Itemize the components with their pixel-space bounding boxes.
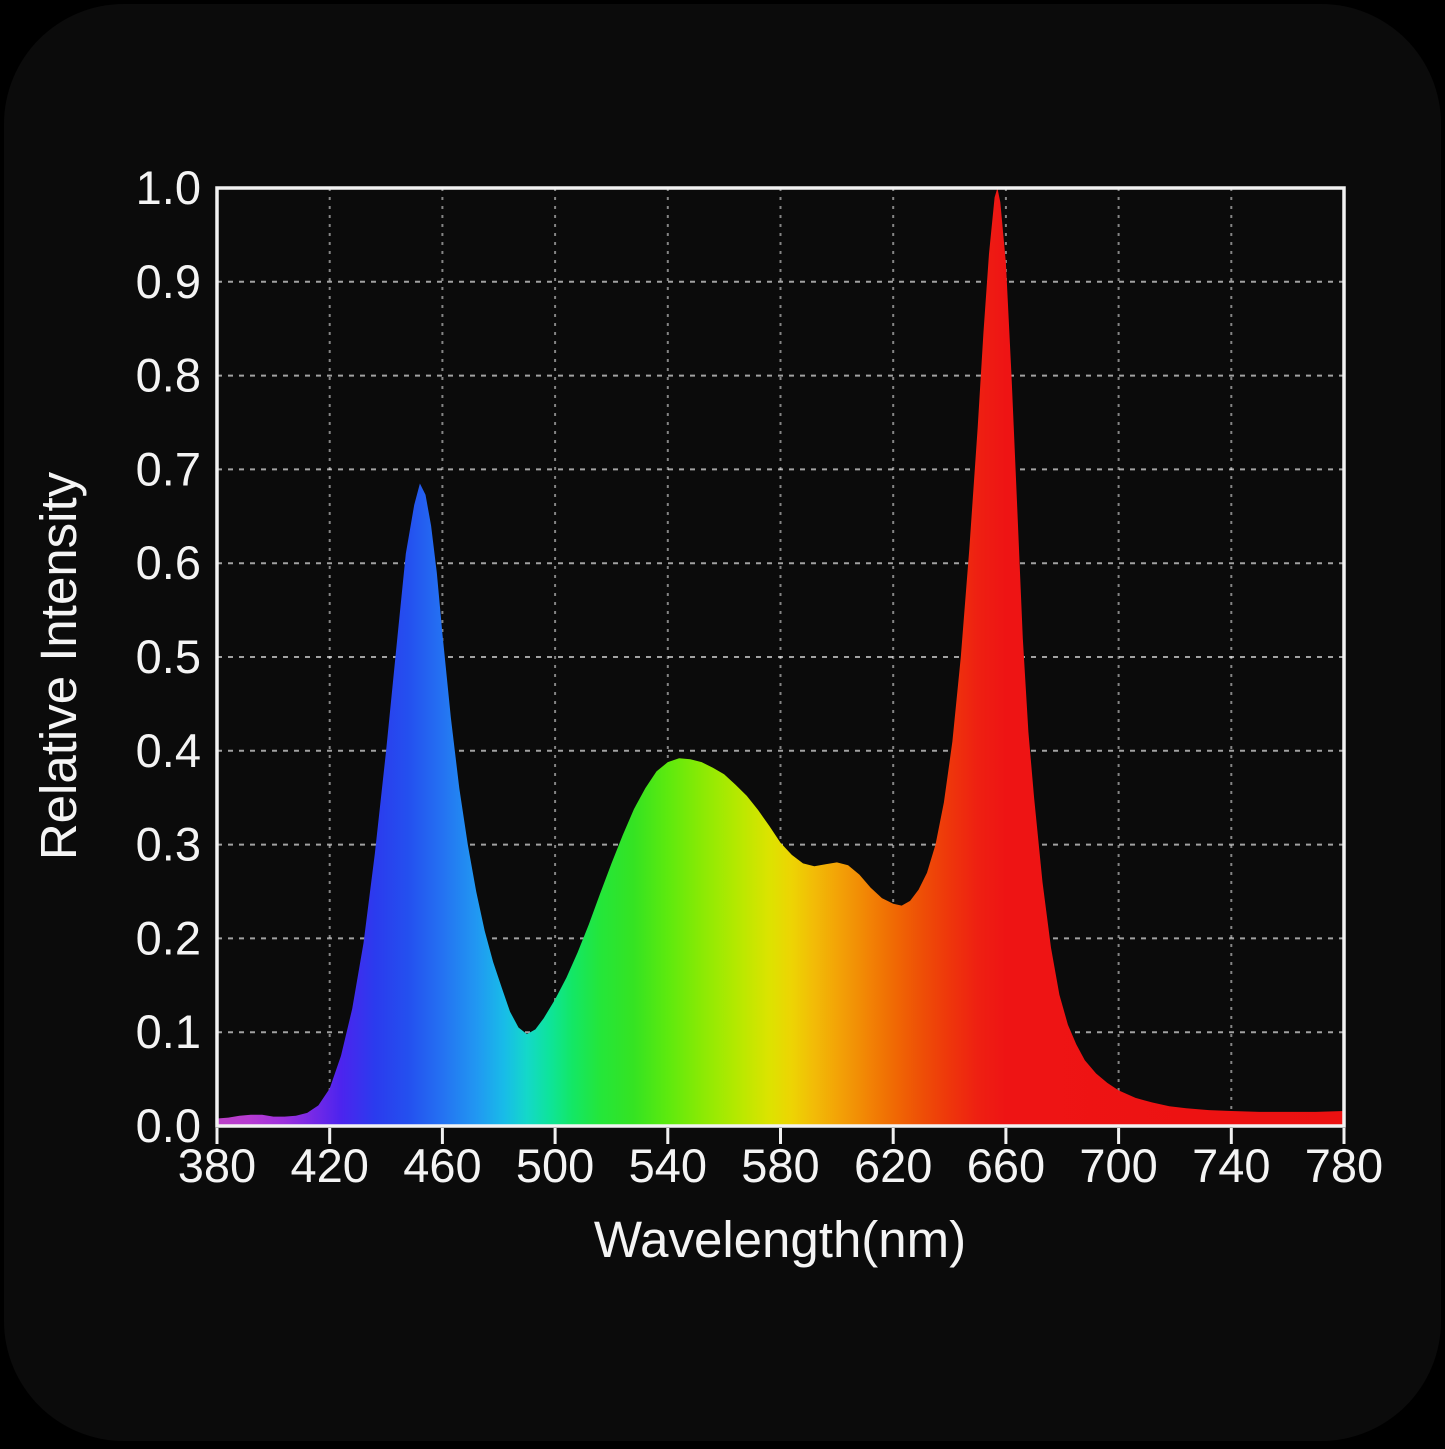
x-tick-label: 580	[741, 1139, 819, 1192]
y-tick-label: 0.8	[136, 349, 201, 402]
x-tick-label: 700	[1079, 1139, 1157, 1192]
x-tick-label: 620	[854, 1139, 932, 1192]
x-tick-label: 380	[178, 1139, 256, 1192]
chart-card: 380 420 460 500 540 580 620 660 700 740 780 0.0 0.1 0…	[4, 4, 1441, 1441]
plot-border	[215, 186, 1346, 1128]
x-tick-label: 780	[1305, 1139, 1383, 1192]
y-tick-label: 0.2	[136, 911, 201, 964]
y-tick-label: 0.5	[136, 630, 201, 683]
y-tick-label: 0.6	[136, 536, 201, 589]
x-tick-label: 500	[516, 1139, 594, 1192]
x-axis-title: Wavelength(nm)	[594, 1211, 966, 1268]
axis-layer	[215, 186, 1346, 1144]
y-tick-label: 0.3	[136, 818, 201, 871]
y-tick-label: 0.9	[136, 255, 201, 308]
x-tick-label: 460	[403, 1139, 481, 1192]
x-tick-label: 540	[629, 1139, 707, 1192]
y-tick-label: 0.0	[136, 1099, 201, 1152]
label-layer: 380 420 460 500 540 580 620 660 700 740 780 0.0 0.1 0…	[136, 161, 1384, 1192]
spectrum-chart: 380 420 460 500 540 580 620 660 700 740 780 0.0 0.1 0…	[30, 161, 1384, 1268]
y-tick-label: 1.0	[136, 161, 201, 214]
x-tick-label: 420	[290, 1139, 368, 1192]
y-tick-label: 0.7	[136, 442, 201, 495]
y-axis-title: Relative Intensity	[30, 471, 87, 860]
y-tick-label: 0.1	[136, 1005, 201, 1058]
spectrum-area	[217, 188, 1344, 1126]
area-layer	[217, 188, 1344, 1126]
x-tick-label: 740	[1192, 1139, 1270, 1192]
x-tick-label: 660	[967, 1139, 1045, 1192]
y-tick-label: 0.4	[136, 724, 201, 777]
